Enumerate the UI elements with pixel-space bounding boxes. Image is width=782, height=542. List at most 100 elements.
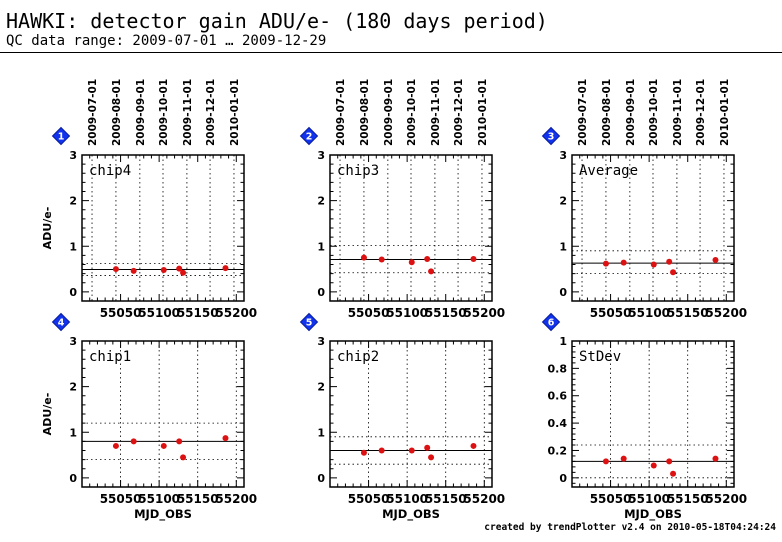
x-tick-label: 55200	[705, 492, 747, 506]
x-tick-label: 55100	[628, 492, 670, 506]
x-tick-label: 55200	[215, 306, 257, 320]
panel-label: chip3	[337, 163, 379, 179]
panel-badge-number: 3	[548, 132, 555, 143]
panel-badge-number: 5	[306, 318, 313, 329]
data-point	[180, 454, 187, 461]
date-tick-label: 2010-01-01	[229, 79, 241, 146]
data-point	[470, 442, 477, 449]
date-tick-label: 2009-08-01	[601, 79, 613, 146]
y-tick-label: 0	[559, 472, 567, 485]
date-tick-label: 2009-09-01	[383, 79, 395, 146]
panel-label: chip4	[89, 163, 131, 179]
data-point	[670, 470, 677, 477]
panel-label: chip2	[337, 349, 379, 365]
panel-badge	[51, 312, 71, 332]
x-tick-label: 55050	[348, 306, 390, 320]
data-point	[176, 438, 183, 445]
data-point	[176, 265, 183, 272]
data-point	[712, 256, 719, 263]
data-point	[424, 444, 431, 451]
panel-label: StDev	[579, 349, 621, 365]
data-point	[650, 261, 657, 268]
x-axis-label: MJD_OBS	[134, 507, 192, 522]
panel-badge	[541, 312, 561, 332]
date-tick-label: 2009-12-01	[205, 79, 217, 146]
y-tick-label: 3	[317, 335, 325, 348]
data-point	[130, 438, 137, 445]
x-tick-label: 55150	[667, 306, 709, 320]
y-tick-label: 1	[559, 240, 567, 253]
date-tick-label: 2009-08-01	[359, 79, 371, 146]
panel-badge	[51, 126, 71, 146]
date-tick-label: 2010-01-01	[719, 79, 731, 146]
x-tick-label: 55200	[463, 306, 505, 320]
y-tick-label: 2	[69, 195, 77, 208]
y-tick-label: 0.2	[548, 444, 568, 457]
data-point	[602, 458, 609, 465]
y-tick-label: 3	[317, 149, 325, 162]
x-axis-label: MJD_OBS	[624, 507, 682, 522]
panel-badge-number: 6	[548, 318, 555, 329]
data-point	[620, 259, 627, 266]
y-tick-label: 2	[559, 195, 567, 208]
y-tick-label: 1	[317, 426, 325, 439]
date-tick-label: 2009-08-01	[111, 79, 123, 146]
footer-credit: created by trendPlotter v2.4 on 2010-05-…	[484, 522, 776, 533]
data-point	[222, 435, 229, 442]
date-tick-label: 2009-10-01	[158, 79, 170, 146]
date-tick-label: 2009-10-01	[648, 79, 660, 146]
y-axis-label: ADU/e-	[41, 207, 54, 250]
data-point	[428, 454, 435, 461]
panel-badge	[541, 126, 561, 146]
data-point	[670, 269, 677, 276]
x-tick-label: 55050	[590, 492, 632, 506]
x-tick-label: 55050	[100, 492, 142, 506]
x-tick-label: 55050	[590, 306, 632, 320]
data-point	[428, 268, 435, 275]
data-point	[360, 449, 367, 456]
y-tick-label: 0.8	[548, 362, 568, 375]
data-point	[222, 265, 229, 272]
data-point	[180, 269, 187, 276]
data-point	[112, 266, 119, 273]
data-point	[378, 447, 385, 454]
x-tick-label: 55200	[215, 492, 257, 506]
date-tick-label: 2009-07-01	[87, 79, 99, 146]
panel-label: Average	[579, 163, 638, 179]
data-point	[620, 455, 627, 462]
data-point	[470, 256, 477, 263]
panel-badge-number: 4	[58, 318, 65, 329]
page-subtitle: QC data range: 2009-07-01 … 2009-12-29	[6, 33, 327, 49]
data-point	[666, 458, 673, 465]
date-tick-label: 2010-01-01	[477, 79, 489, 146]
data-point	[424, 256, 431, 263]
y-tick-label: 2	[69, 381, 77, 394]
y-tick-label: 0.4	[548, 417, 568, 430]
panel-badge	[299, 312, 319, 332]
x-tick-label: 55050	[100, 306, 142, 320]
date-tick-label: 2009-07-01	[335, 79, 347, 146]
x-tick-label: 55150	[177, 306, 219, 320]
x-tick-label: 55150	[177, 492, 219, 506]
data-point	[160, 266, 167, 273]
data-point	[408, 259, 415, 266]
x-tick-label: 55150	[425, 492, 467, 506]
y-tick-label: 0	[559, 286, 567, 299]
date-tick-label: 2009-12-01	[453, 79, 465, 146]
x-axis-label: MJD_OBS	[382, 507, 440, 522]
panel-badge	[299, 126, 319, 146]
y-tick-label: 0	[317, 286, 325, 299]
y-tick-label: 1	[69, 426, 77, 439]
data-point	[160, 442, 167, 449]
date-tick-label: 2009-11-01	[672, 79, 684, 146]
y-tick-label: 0	[69, 472, 77, 485]
title-rule	[0, 52, 782, 53]
date-tick-label: 2009-07-01	[577, 79, 589, 146]
x-tick-label: 55200	[705, 306, 747, 320]
date-tick-label: 2009-12-01	[695, 79, 707, 146]
date-tick-label: 2009-11-01	[430, 79, 442, 146]
data-point	[112, 442, 119, 449]
